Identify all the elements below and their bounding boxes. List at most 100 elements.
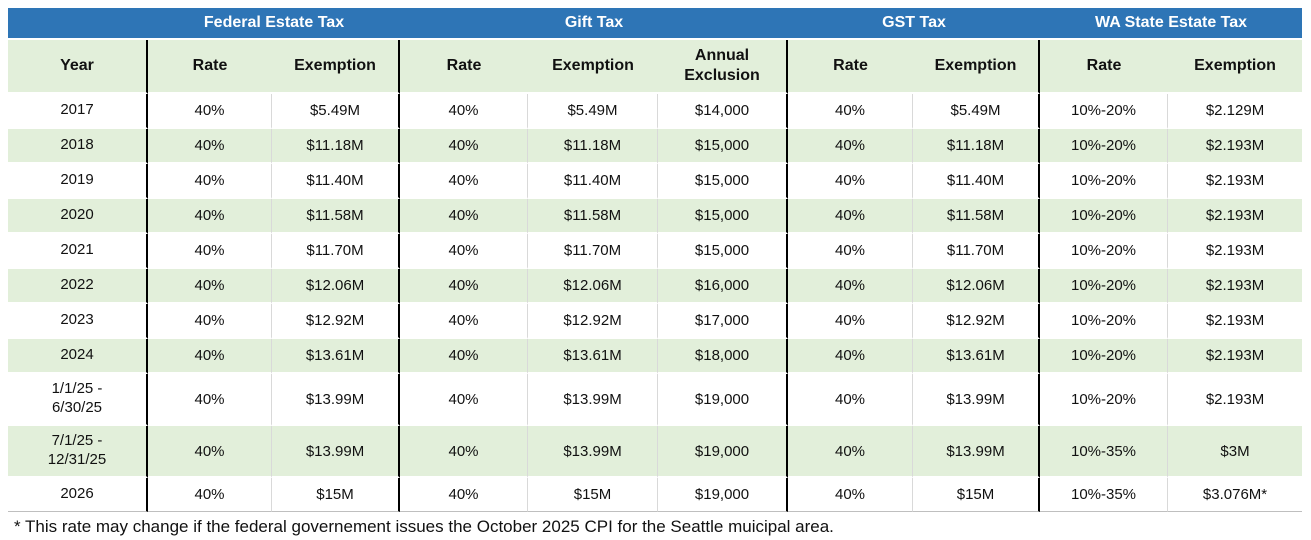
value-cell: 40% xyxy=(400,426,528,478)
year-cell: 1/1/25 - 6/30/25 xyxy=(8,374,148,426)
section-header-gst-tax: GST Tax xyxy=(788,8,1041,40)
value-cell: $15,000 xyxy=(658,234,789,269)
value-cell: $13.99M xyxy=(913,374,1041,426)
value-cell: $5.49M xyxy=(913,94,1041,129)
value-cell: $2.193M xyxy=(1168,339,1303,374)
value-cell: $11.58M xyxy=(528,199,658,234)
section-header-federal-estate-tax: Federal Estate Tax xyxy=(148,8,400,40)
value-cell: 10%-20% xyxy=(1040,269,1169,304)
value-cell: $15M xyxy=(913,478,1041,512)
column-header-gst-rate: Rate xyxy=(788,40,914,94)
value-cell: $15M xyxy=(272,478,400,512)
table-row: 2026 40% $15M 40% $15M $19,000 40% $15M 10%-35% $… xyxy=(8,478,1303,512)
value-cell: $13.61M xyxy=(272,339,400,374)
value-cell: $12.92M xyxy=(913,304,1041,339)
value-cell: 40% xyxy=(788,199,914,234)
value-cell: $2.193M xyxy=(1168,234,1303,269)
year-cell: 2026 xyxy=(8,478,148,512)
year-cell: 2020 xyxy=(8,199,148,234)
value-cell: 40% xyxy=(788,129,914,164)
value-cell: $11.70M xyxy=(528,234,658,269)
value-cell: $19,000 xyxy=(658,426,789,478)
value-cell: $11.58M xyxy=(913,199,1041,234)
footnote: * This rate may change if the federal go… xyxy=(14,517,834,536)
year-cell: 2017 xyxy=(8,94,148,129)
value-cell: $13.61M xyxy=(913,339,1041,374)
column-header-gift-exemption: Exemption xyxy=(528,40,658,94)
column-header-federal-rate: Rate xyxy=(148,40,272,94)
year-cell: 2021 xyxy=(8,234,148,269)
value-cell: 40% xyxy=(148,199,272,234)
value-cell: $13.99M xyxy=(528,426,658,478)
value-cell: $11.70M xyxy=(913,234,1041,269)
value-cell: $5.49M xyxy=(528,94,658,129)
value-cell: 40% xyxy=(788,374,914,426)
value-cell: 10%-20% xyxy=(1040,94,1169,129)
value-cell: 40% xyxy=(788,339,914,374)
value-cell: $3M xyxy=(1168,426,1303,478)
value-cell: 10%-20% xyxy=(1040,304,1169,339)
value-cell: $13.99M xyxy=(913,426,1041,478)
value-cell: $11.58M xyxy=(272,199,400,234)
value-cell: 40% xyxy=(400,269,528,304)
table-row: 1/1/25 - 6/30/25 40% $13.99M 40% $13.99M $19,… xyxy=(8,374,1303,426)
value-cell: $3.076M* xyxy=(1168,478,1303,512)
column-header-annual-exclusion: Annual Exclusion xyxy=(658,40,789,94)
value-cell: $11.40M xyxy=(528,164,658,199)
value-cell: 10%-20% xyxy=(1040,129,1169,164)
value-cell: 40% xyxy=(148,339,272,374)
value-cell: $19,000 xyxy=(658,478,789,512)
value-cell: $12.06M xyxy=(272,269,400,304)
table-row: 2021 40% $11.70M 40% $11.70M $15,000 40% $11.70… xyxy=(8,234,1303,269)
table-row: 7/1/25 - 12/31/25 40% $13.99M 40% $13.99M $19… xyxy=(8,426,1303,478)
section-header-wa-state-estate-tax: WA State Estate Tax xyxy=(1040,8,1303,40)
value-cell: $15,000 xyxy=(658,164,789,199)
value-cell: $11.18M xyxy=(272,129,400,164)
table-row: 2020 40% $11.58M 40% $11.58M $15,000 40% $11.58… xyxy=(8,199,1303,234)
value-cell: 40% xyxy=(148,164,272,199)
column-header-year: Year xyxy=(8,40,148,94)
value-cell: 40% xyxy=(148,478,272,512)
value-cell: $2.193M xyxy=(1168,129,1303,164)
value-cell: $17,000 xyxy=(658,304,789,339)
value-cell: $14,000 xyxy=(658,94,789,129)
value-cell: $15M xyxy=(528,478,658,512)
value-cell: $2.129M xyxy=(1168,94,1303,129)
table-row: 2023 40% $12.92M 40% $12.92M $17,000 40% $12.92… xyxy=(8,304,1303,339)
value-cell: 40% xyxy=(148,269,272,304)
value-cell: $15,000 xyxy=(658,199,789,234)
value-cell: $5.49M xyxy=(272,94,400,129)
year-cell: 2018 xyxy=(8,129,148,164)
year-cell: 2024 xyxy=(8,339,148,374)
value-cell: 40% xyxy=(788,304,914,339)
table-row: 2019 40% $11.40M 40% $11.40M $15,000 40% $11.40… xyxy=(8,164,1303,199)
value-cell: 40% xyxy=(148,426,272,478)
value-cell: 10%-35% xyxy=(1040,426,1169,478)
value-cell: $2.193M xyxy=(1168,199,1303,234)
value-cell: 40% xyxy=(400,164,528,199)
column-header-gst-exemption: Exemption xyxy=(913,40,1041,94)
value-cell: 40% xyxy=(148,129,272,164)
value-cell: $18,000 xyxy=(658,339,789,374)
value-cell: 10%-20% xyxy=(1040,234,1169,269)
year-cell: 2023 xyxy=(8,304,148,339)
value-cell: 40% xyxy=(148,234,272,269)
value-cell: $11.18M xyxy=(528,129,658,164)
tax-table: Federal Estate Tax Gift Tax GST Tax WA S… xyxy=(8,8,1303,512)
value-cell: 10%-20% xyxy=(1040,164,1169,199)
year-cell: 7/1/25 - 12/31/25 xyxy=(8,426,148,478)
value-cell: 10%-35% xyxy=(1040,478,1169,512)
value-cell: 40% xyxy=(788,234,914,269)
year-cell: 2022 xyxy=(8,269,148,304)
value-cell: $16,000 xyxy=(658,269,789,304)
column-header-federal-exemption: Exemption xyxy=(272,40,400,94)
value-cell: $13.99M xyxy=(272,374,400,426)
value-cell: $2.193M xyxy=(1168,164,1303,199)
value-cell: $12.92M xyxy=(528,304,658,339)
value-cell: $12.06M xyxy=(528,269,658,304)
band-year-spacer xyxy=(8,8,148,40)
table-row: 2018 40% $11.18M 40% $11.18M $15,000 40% $11.18… xyxy=(8,129,1303,164)
value-cell: 40% xyxy=(400,94,528,129)
table-row: 2024 40% $13.61M 40% $13.61M $18,000 40% $13.61… xyxy=(8,339,1303,374)
table-body: 2017 40% $5.49M 40% $5.49M $14,000 40% $5.49M 10… xyxy=(8,94,1303,512)
